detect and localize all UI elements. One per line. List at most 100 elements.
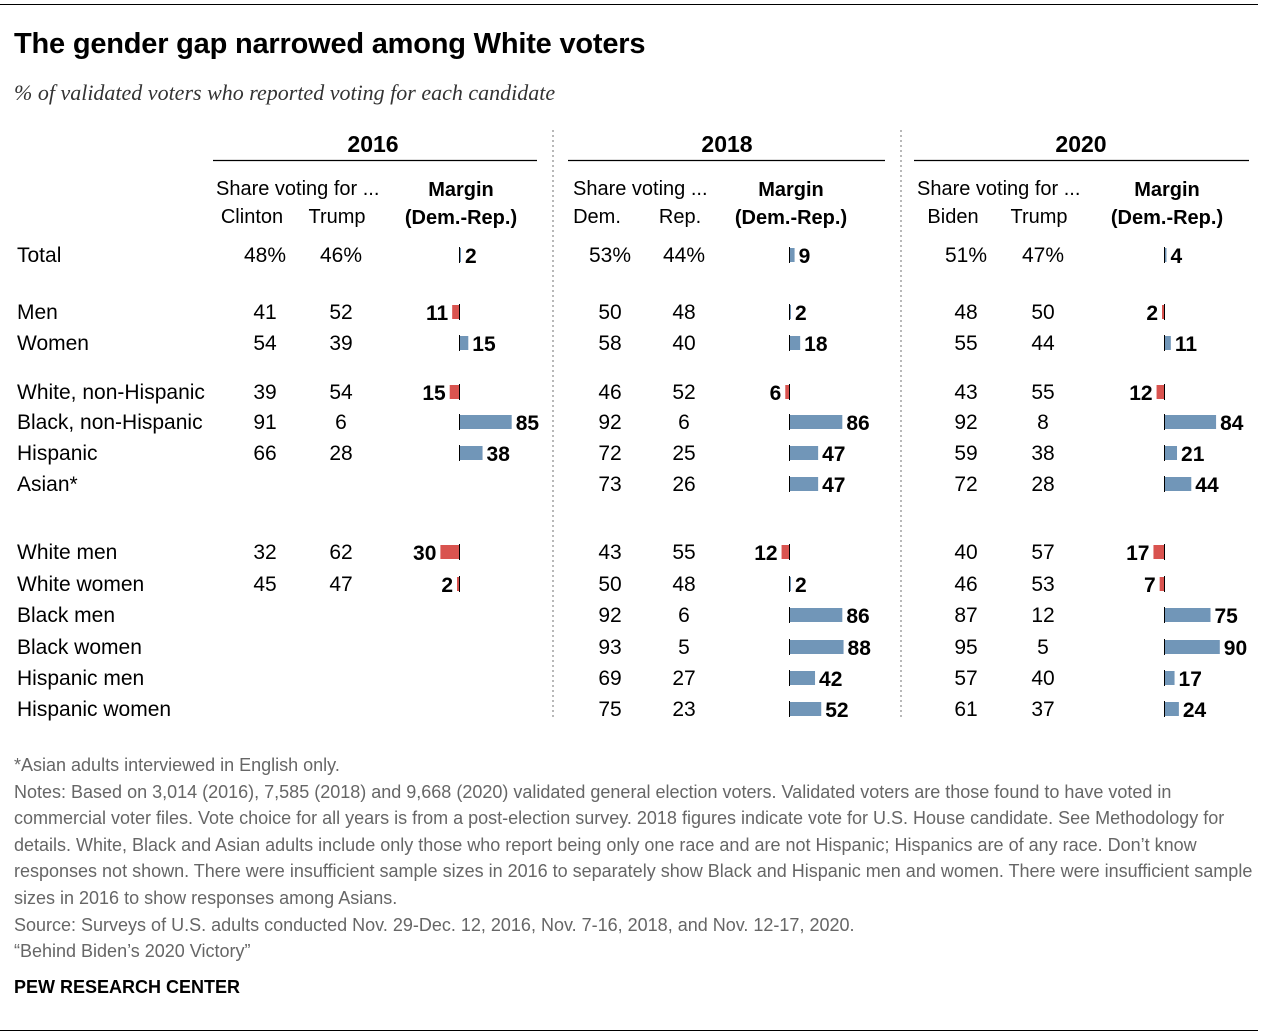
- rep-share-hispanic-women-2018: 23: [672, 698, 695, 721]
- margin-label-white-men-2020: 17: [1126, 542, 1149, 565]
- dem-share-hispanic-men-2018: 69: [598, 667, 621, 690]
- row-label-black-non-hispanic: Black, non-Hispanic: [17, 411, 203, 434]
- margin-bar-white-men-2020: [1153, 545, 1164, 559]
- dem-share-white-men-2016: 32: [253, 541, 276, 564]
- dem-share-hispanic-2020: 59: [954, 442, 977, 465]
- margin-bar-white-women-2020: [1159, 577, 1164, 591]
- chart-subtitle: % of validated voters who reported votin…: [14, 80, 556, 105]
- rep-share-white-men-2018: 55: [672, 541, 695, 564]
- rep-share-hispanic-men-2020: 40: [1031, 667, 1054, 690]
- report-title: “Behind Biden’s 2020 Victory”: [14, 941, 251, 962]
- margin-subheader-2016: (Dem.-Rep.): [405, 207, 517, 229]
- rep-share-hispanic-2020: 38: [1031, 442, 1054, 465]
- margin-label-men-2020: 2: [1146, 302, 1158, 325]
- rep-share-hispanic-2016: 28: [329, 442, 352, 465]
- margin-bar-hispanic-women-2018: [789, 702, 822, 716]
- margin-label-men-2018: 2: [795, 302, 807, 325]
- row-label-asian: Asian*: [17, 473, 78, 496]
- dem-share-black-women-2018: 93: [598, 636, 621, 659]
- margin-label-women-2018: 18: [804, 333, 828, 356]
- dem-share-black-non-hispanic-2018: 92: [598, 411, 621, 434]
- rep-share-women-2018: 40: [672, 332, 695, 355]
- margin-bar-white-men-2018: [781, 545, 789, 559]
- margin-label-black-women-2020: 90: [1224, 637, 1247, 660]
- dem-share-women-2018: 58: [598, 332, 621, 355]
- dem-share-hispanic-2018: 72: [598, 442, 621, 465]
- margin-bar-white-non-hispanic-2018: [785, 385, 789, 399]
- margin-bar-black-women-2018: [789, 640, 844, 654]
- top-rule: [0, 4, 1258, 5]
- margin-bar-black-non-hispanic-2018: [789, 415, 843, 429]
- margin-bar-asian-2020: [1164, 477, 1192, 491]
- rep-share-white-women-2018: 48: [672, 573, 695, 596]
- dem-col-header-2018: Dem.: [573, 206, 621, 228]
- margin-label-total-2018: 9: [799, 245, 811, 268]
- margin-label-women-2020: 11: [1175, 333, 1198, 356]
- rep-share-white-women-2020: 53: [1031, 573, 1054, 596]
- row-label-black-women: Black women: [17, 636, 142, 659]
- rep-col-header-2018: Rep.: [659, 206, 701, 228]
- rep-share-total-2018: 44%: [663, 244, 705, 267]
- row-label-total: Total: [17, 244, 61, 267]
- margin-label-white-women-2018: 2: [795, 574, 807, 597]
- rep-share-white-non-hispanic-2018: 52: [672, 381, 695, 404]
- margin-label-white-non-hispanic-2016: 15: [422, 382, 446, 405]
- rep-share-men-2020: 50: [1031, 301, 1054, 324]
- rep-share-white-men-2020: 57: [1031, 541, 1054, 564]
- row-label-hispanic-women: Hispanic women: [17, 698, 171, 721]
- margin-bar-hispanic-women-2020: [1164, 702, 1179, 716]
- margin-header-2020: Margin: [1134, 179, 1200, 201]
- year-header-2020: 2020: [1055, 131, 1106, 157]
- rep-share-black-men-2020: 12: [1031, 604, 1054, 627]
- rep-share-black-women-2018: 5: [678, 636, 690, 659]
- margin-label-black-non-hispanic-2018: 86: [846, 412, 869, 435]
- margin-bar-black-men-2018: [789, 608, 843, 622]
- rep-share-total-2016: 46%: [320, 244, 362, 267]
- margin-label-black-non-hispanic-2016: 85: [516, 412, 540, 435]
- margin-bar-total-2018: [789, 248, 795, 262]
- margin-bar-women-2016: [459, 336, 469, 350]
- dem-col-header-2016: Clinton: [221, 206, 283, 228]
- row-label-men: Men: [17, 301, 58, 324]
- margin-label-hispanic-women-2018: 52: [825, 699, 848, 722]
- dem-share-asian-2020: 72: [954, 473, 977, 496]
- rep-share-women-2016: 39: [329, 332, 352, 355]
- margin-label-black-non-hispanic-2020: 84: [1220, 412, 1244, 435]
- notes-text: Notes: Based on 3,014 (2016), 7,585 (201…: [14, 781, 1253, 908]
- dem-share-women-2020: 55: [954, 332, 977, 355]
- dem-share-total-2020: 51%: [945, 244, 987, 267]
- row-label-hispanic: Hispanic: [17, 442, 98, 465]
- margin-label-white-non-hispanic-2018: 6: [770, 382, 782, 405]
- margin-label-total-2016: 2: [465, 245, 477, 268]
- rep-share-hispanic-women-2020: 37: [1031, 698, 1054, 721]
- margin-bar-black-non-hispanic-2016: [459, 415, 512, 429]
- dem-share-hispanic-2016: 66: [253, 442, 276, 465]
- margin-bar-hispanic-2016: [459, 446, 483, 460]
- row-label-white-non-hispanic: White, non-Hispanic: [17, 381, 205, 404]
- margin-header-2016: Margin: [428, 179, 494, 201]
- margin-bar-hispanic-2018: [789, 446, 819, 460]
- year-header-2016: 2016: [347, 131, 398, 157]
- dem-share-men-2016: 41: [253, 301, 276, 324]
- dem-share-men-2020: 48: [954, 301, 977, 324]
- dem-share-total-2016: 48%: [244, 244, 286, 267]
- margin-label-white-men-2016: 30: [413, 542, 436, 565]
- margin-label-hispanic-men-2018: 42: [819, 668, 842, 691]
- margin-label-white-men-2018: 12: [754, 542, 777, 565]
- rep-share-black-non-hispanic-2020: 8: [1037, 411, 1049, 434]
- margin-bar-total-2020: [1164, 248, 1167, 262]
- margin-label-white-non-hispanic-2020: 12: [1129, 382, 1152, 405]
- margin-label-hispanic-women-2020: 24: [1183, 699, 1207, 722]
- dem-share-black-women-2020: 95: [954, 636, 977, 659]
- rep-share-men-2016: 52: [329, 301, 352, 324]
- margin-header-2018: Margin: [758, 179, 824, 201]
- dem-share-white-women-2018: 50: [598, 573, 621, 596]
- share-header-2016: Share voting for ...: [216, 178, 379, 200]
- margin-bar-hispanic-2020: [1164, 446, 1178, 460]
- margin-bar-asian-2018: [789, 477, 819, 491]
- dem-share-white-women-2016: 45: [253, 573, 276, 596]
- rep-col-header-2020: Trump: [1010, 206, 1067, 228]
- rep-share-black-men-2018: 6: [678, 604, 690, 627]
- rep-share-black-non-hispanic-2018: 6: [678, 411, 690, 434]
- rep-share-asian-2018: 26: [672, 473, 695, 496]
